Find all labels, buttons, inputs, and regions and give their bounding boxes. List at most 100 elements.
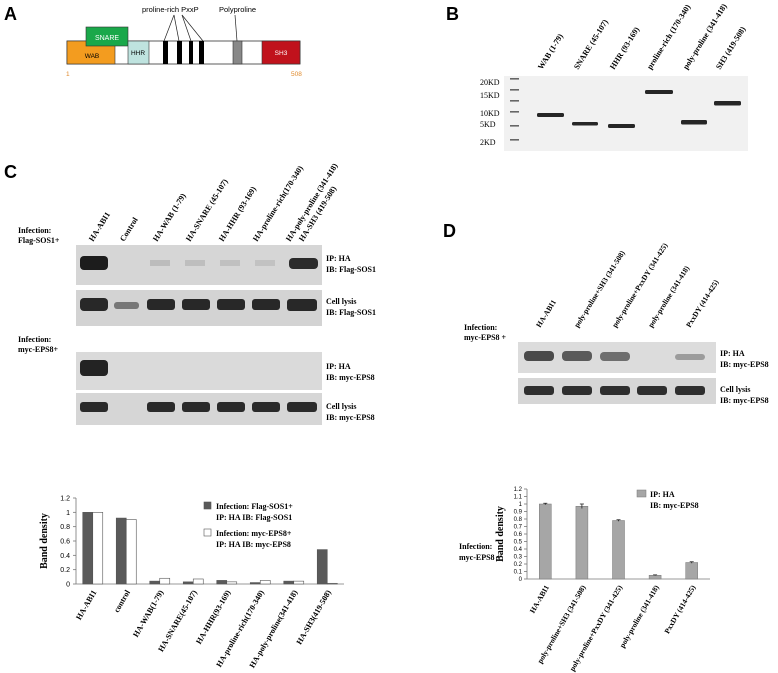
polyproline-label: Polyproline xyxy=(219,5,256,14)
panel-c-blot-label-1-line1: Cell lysis xyxy=(326,297,356,306)
panel-c-lane-label-1: Control xyxy=(118,215,140,243)
snare-label: SNARE xyxy=(95,35,119,42)
marker-10kd: 10KD xyxy=(480,109,500,118)
chart-c-bar-s0-0 xyxy=(82,512,94,585)
chart-c-category-label: HA-SH3(419-508) xyxy=(295,588,334,646)
chart-d-legend-swatch xyxy=(636,489,647,498)
chart-d-ytick-label: 0.3 xyxy=(514,555,523,561)
chart-c-ytick-label: 0.8 xyxy=(60,524,70,531)
chart-d-category-label: poly-proline (341-418) xyxy=(618,583,661,649)
panel-b-lane-label-5: SH3 (419-508) xyxy=(714,25,748,71)
chart-c-legend-swatch-0 xyxy=(203,501,212,510)
chart-c-legend-line1-0: Infection: Flag-SOS1+ xyxy=(216,502,293,511)
chart-d-ytick-label: 1 xyxy=(519,502,523,508)
hhr-label: HHR xyxy=(131,50,145,57)
infection-flag-sos1-line1: Infection: xyxy=(18,226,51,235)
chart-d-ylabel: Band density xyxy=(495,506,506,562)
chart-c-category-label: control xyxy=(112,588,132,614)
panel-c-blot-label-3-line2: IB: myc-EPS8 xyxy=(326,413,375,422)
chart-c-bar-s1-5 xyxy=(259,580,271,585)
chart-c-bar-s1-0 xyxy=(92,512,104,585)
chart-c-bar-s1-7 xyxy=(326,582,338,585)
chart-d-category-label: HA-ABI1 xyxy=(528,583,551,614)
wab-label: WAB xyxy=(85,53,100,60)
panel-a-letter: A xyxy=(4,4,17,24)
chart-c-ytick-label: 0 xyxy=(66,582,70,589)
chart-c-ytick-label: 1.2 xyxy=(60,496,70,503)
chart-d-infection-line1: Infection: xyxy=(459,542,492,551)
chart-c-legend-line1-1: Infection: myc-EPS8+ xyxy=(216,529,292,538)
chart-d-bar-3 xyxy=(648,575,662,580)
chart-c-ytick-label: 0.2 xyxy=(60,567,70,574)
proline-rich-label: proline-rich PxxP xyxy=(142,5,199,14)
panel-c-blot-label-0-line2: IB: Flag-SOS1 xyxy=(326,265,376,274)
panel-d-blot-label-1-line1: Cell lysis xyxy=(720,385,750,394)
panel-c-lane-label-0: HA-ABI1 xyxy=(87,210,112,243)
residue-start: 1 xyxy=(66,71,70,78)
snare-domain xyxy=(85,26,129,47)
panel-c-letter: C xyxy=(4,162,17,182)
panel-d-lane-label-0: HA-ABI1 xyxy=(534,298,558,329)
marker-2kd: 2KD xyxy=(480,138,496,147)
chart-d-bar-4 xyxy=(685,562,698,580)
chart-d-bar-2 xyxy=(612,520,625,580)
chart-d-ytick-label: 1.1 xyxy=(514,495,523,501)
chart-d-bar-1 xyxy=(575,506,589,580)
chart-d-bar-0 xyxy=(539,503,552,580)
panel-d-blot-label-1-line2: IB: myc-EPS8 xyxy=(720,396,769,405)
polyproline-domain xyxy=(232,40,243,65)
infection-d-line2: myc-EPS8 + xyxy=(464,333,507,342)
chart-c-bar-s1-1 xyxy=(125,519,137,585)
chart-c-ylabel: Band density xyxy=(39,513,50,569)
chart-c-bar-s0-3 xyxy=(182,581,194,585)
chart-d-legend-line2: IB: myc-EPS8 xyxy=(650,501,699,510)
chart-d-ytick-label: 1.2 xyxy=(514,487,523,493)
panel-b-lane-label-2: HHR (93-169) xyxy=(608,25,641,71)
chart-d-infection-line2: myc-EPS8 + xyxy=(459,553,502,562)
panel-c-blot-label-1-line2: IB: Flag-SOS1 xyxy=(326,308,376,317)
pxxp-motif-2 xyxy=(177,41,182,64)
infection-flag-sos1-line2: Flag-SOS1+ xyxy=(18,236,60,245)
chart-c-legend-swatch-1 xyxy=(203,528,212,537)
residue-end: 508 xyxy=(291,71,302,78)
panel-d-lane-label-3: poly-proline (341-418) xyxy=(646,264,691,329)
blot-c3 xyxy=(76,352,322,390)
ladder-bands xyxy=(510,78,519,141)
panel-c-lane-label-4: HA-HHR (93-169) xyxy=(217,185,258,243)
chart-d-category-label: PxxDY (414-425) xyxy=(662,583,697,635)
chart-c-bar-s0-5 xyxy=(249,582,261,585)
panel-c-blot-label-2-line1: IP: HA xyxy=(326,362,351,371)
chart-d-ytick-label: 0.2 xyxy=(514,562,523,568)
domain-pointer-lines xyxy=(163,14,238,42)
chart-c-bar-s1-4 xyxy=(226,581,238,585)
chart-d-ytick-label: 0.1 xyxy=(514,570,523,576)
chart-c-legend-line2-1: IP: HA IB: myc-EPS8 xyxy=(216,540,291,549)
panel-b-protein-bands xyxy=(537,90,741,128)
sh3-label: SH3 xyxy=(275,50,288,57)
chart-c-bar-s0-6 xyxy=(283,580,295,585)
panel-d-letter: D xyxy=(443,221,456,241)
chart-c-bar-s0-2 xyxy=(149,580,161,585)
panel-c-blot-label-0-line1: IP: HA xyxy=(326,254,351,263)
chart-d-ytick-label: 0.5 xyxy=(514,540,523,546)
sh3-domain xyxy=(261,40,301,65)
chart-c-bar-s0-1 xyxy=(115,517,127,585)
chart-d-ytick-label: 0 xyxy=(519,577,523,583)
chart-d-ytick-label: 0.8 xyxy=(514,517,523,523)
panel-b-lane-label-0: WAB (1-79) xyxy=(536,32,565,71)
marker-15kd: 15KD xyxy=(480,91,500,100)
chart-c-bar-s0-7 xyxy=(316,549,328,585)
infection-d-line1: Infection: xyxy=(464,323,497,332)
pxxp-motif-4 xyxy=(199,41,204,64)
chart-c-bar-s0-4 xyxy=(216,580,228,585)
chart-c-legend-line2-0: IP: HA IB: Flag-SOS1 xyxy=(216,513,292,522)
chart-c-bar-s1-6 xyxy=(293,580,305,585)
panel-c-blot-label-3-line1: Cell lysis xyxy=(326,402,356,411)
chart-c-category-label: HA-ABI1 xyxy=(74,589,98,622)
panel-d-blot-label-0-line2: IB: myc-EPS8 xyxy=(720,360,769,369)
chart-c-ytick-label: 1 xyxy=(66,510,70,517)
chart-d-ytick-label: 0.6 xyxy=(514,532,523,538)
chart-c-ytick-label: 0.6 xyxy=(60,539,70,546)
infection-myc-eps8-line2: myc-EPS8+ xyxy=(18,345,59,354)
